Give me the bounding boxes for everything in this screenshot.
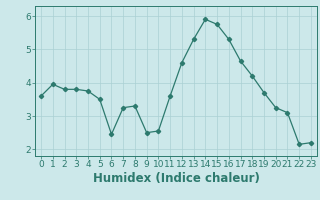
X-axis label: Humidex (Indice chaleur): Humidex (Indice chaleur)	[92, 172, 260, 185]
